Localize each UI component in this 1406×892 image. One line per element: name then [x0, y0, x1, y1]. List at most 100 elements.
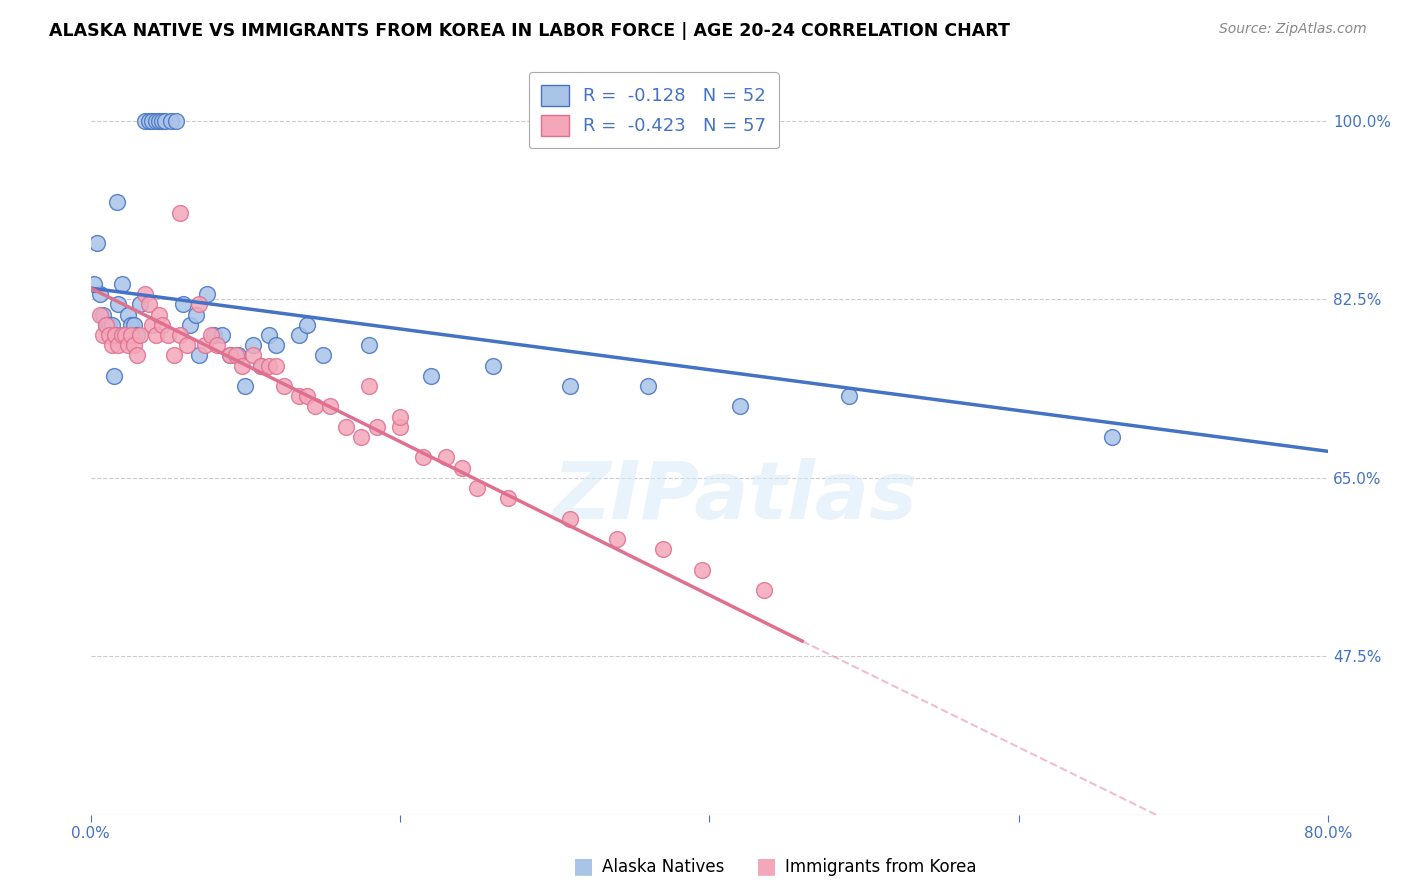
Point: [467, 481, 489, 495]
Point: [94, 318, 117, 332]
Point: [110, 277, 132, 291]
Point: [141, 318, 163, 332]
Point: [242, 338, 264, 352]
Point: [249, 359, 271, 373]
Point: [233, 379, 256, 393]
Point: [288, 328, 311, 343]
Text: ZIPatlas: ZIPatlas: [551, 458, 917, 536]
Point: [231, 359, 253, 373]
Point: [138, 113, 160, 128]
Point: [145, 328, 167, 343]
Point: [169, 328, 191, 343]
Point: [148, 308, 170, 322]
Point: [145, 113, 167, 128]
Point: [350, 430, 373, 444]
Point: [690, 563, 713, 577]
Point: [138, 297, 160, 311]
Point: [838, 389, 860, 403]
Point: [163, 348, 186, 362]
Point: [114, 328, 136, 343]
Point: [110, 328, 132, 343]
Text: Source: ZipAtlas.com: Source: ZipAtlas.com: [1219, 22, 1367, 37]
Point: [388, 420, 411, 434]
Point: [91, 328, 114, 343]
Point: [120, 318, 142, 332]
Point: [172, 297, 194, 311]
Point: [134, 113, 156, 128]
Point: [165, 113, 187, 128]
Point: [451, 460, 474, 475]
Point: [86, 236, 108, 251]
Point: [412, 450, 434, 465]
Point: [187, 297, 209, 311]
Point: [125, 348, 148, 362]
Point: [482, 359, 505, 373]
Point: [101, 318, 124, 332]
Point: [150, 113, 173, 128]
Text: Alaska Natives: Alaska Natives: [602, 858, 724, 876]
Point: [156, 328, 179, 343]
Point: [169, 205, 191, 219]
Point: [560, 511, 582, 525]
Point: [419, 368, 441, 383]
Point: [104, 328, 127, 343]
Point: [319, 400, 342, 414]
Point: [560, 379, 582, 393]
Point: [311, 348, 333, 362]
Point: [225, 348, 247, 362]
Point: [226, 348, 249, 362]
Point: [141, 113, 163, 128]
Point: [218, 348, 240, 362]
Point: [335, 420, 357, 434]
Point: [153, 113, 176, 128]
Point: [134, 287, 156, 301]
Point: [107, 297, 129, 311]
Point: [148, 113, 170, 128]
Point: [184, 308, 207, 322]
Point: [752, 583, 775, 598]
Point: [242, 348, 264, 362]
Point: [637, 379, 659, 393]
Point: [357, 379, 380, 393]
Point: [117, 308, 139, 322]
Point: [357, 338, 380, 352]
Point: [249, 359, 271, 373]
Point: [652, 542, 675, 557]
Point: [606, 532, 628, 546]
Point: [98, 318, 121, 332]
Point: [176, 338, 198, 352]
Point: [264, 338, 287, 352]
Point: [105, 195, 128, 210]
Point: [273, 379, 295, 393]
Point: [295, 318, 318, 332]
Point: [207, 338, 229, 352]
Point: [730, 400, 752, 414]
Point: [202, 328, 225, 343]
Point: [218, 348, 240, 362]
Point: [498, 491, 520, 506]
Point: [264, 359, 287, 373]
Point: [304, 400, 326, 414]
Point: [129, 297, 152, 311]
Text: ALASKA NATIVE VS IMMIGRANTS FROM KOREA IN LABOR FORCE | AGE 20-24 CORRELATION CH: ALASKA NATIVE VS IMMIGRANTS FROM KOREA I…: [49, 22, 1010, 40]
Point: [366, 420, 388, 434]
Point: [107, 338, 129, 352]
Point: [94, 318, 117, 332]
Point: [122, 338, 145, 352]
Point: [388, 409, 411, 424]
Text: ■: ■: [574, 856, 593, 876]
Point: [200, 328, 222, 343]
Point: [211, 328, 233, 343]
Point: [103, 368, 125, 383]
Point: [194, 338, 217, 352]
Point: [91, 308, 114, 322]
Point: [129, 328, 152, 343]
Point: [98, 328, 121, 343]
Point: [104, 328, 127, 343]
Point: [125, 328, 148, 343]
Point: [179, 318, 201, 332]
Point: [89, 308, 111, 322]
Point: [160, 113, 183, 128]
Point: [257, 359, 280, 373]
Text: Immigrants from Korea: Immigrants from Korea: [785, 858, 976, 876]
